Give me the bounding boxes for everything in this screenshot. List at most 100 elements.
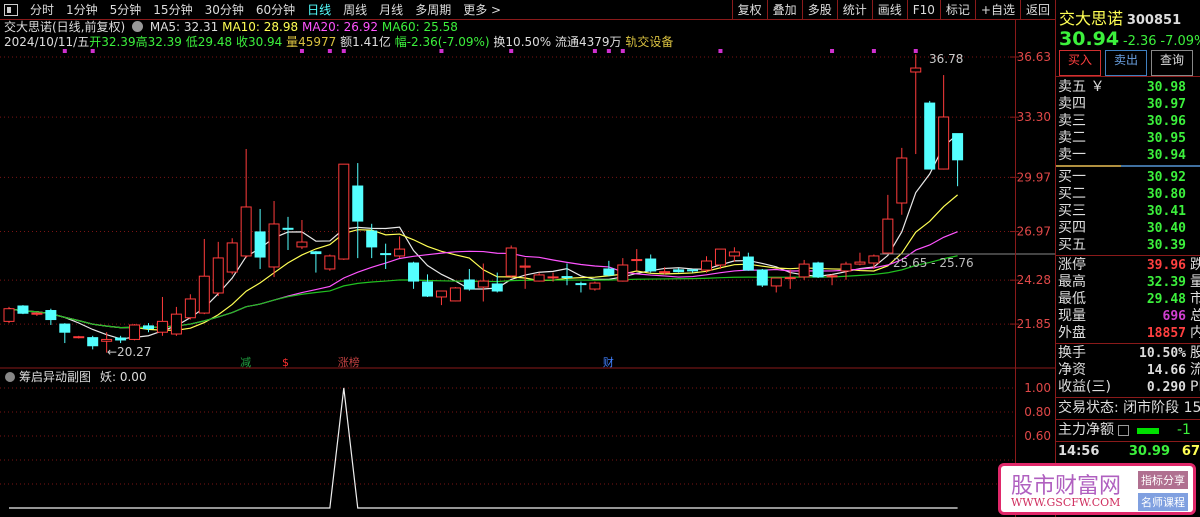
candle[interactable] [910,67,922,73]
candle[interactable] [435,290,447,298]
tab-period[interactable]: 5分钟 [109,3,142,17]
tab-period[interactable]: 月线 [379,3,404,17]
candle[interactable] [101,338,113,342]
candle[interactable] [659,271,671,274]
tool-button[interactable]: 标记 [939,0,975,20]
candle[interactable] [184,298,196,319]
tab-period[interactable]: 周线 [343,3,368,17]
candle[interactable] [589,282,601,290]
tool-button[interactable]: +自选 [974,0,1020,20]
candle[interactable] [477,280,489,288]
sector-link[interactable]: 轨交设备 [625,35,674,49]
tool-button[interactable]: 返回 [1019,0,1055,20]
candle[interactable] [310,251,322,255]
candle[interactable] [463,279,475,290]
candle[interactable] [129,324,141,340]
candle[interactable] [701,260,712,271]
candle[interactable] [896,157,908,204]
candle[interactable] [714,248,726,266]
candle[interactable] [924,102,936,170]
candle[interactable] [366,230,378,248]
candle[interactable] [17,305,29,314]
candle[interactable] [31,312,43,315]
tab-period[interactable]: 15分钟 [153,3,193,17]
candle[interactable] [268,223,280,268]
candle[interactable] [87,337,99,347]
candle[interactable] [59,323,71,333]
candle[interactable] [645,258,657,272]
settings-icon[interactable] [132,21,144,32]
signal-marker[interactable]: 减 [240,356,251,369]
tool-button[interactable]: 复权 [731,0,767,20]
tab-period[interactable]: 30分钟 [204,3,244,17]
candle[interactable] [533,274,545,282]
tool-button[interactable]: F10 [906,0,940,20]
signal-marker[interactable]: 财 [603,355,614,369]
candle[interactable] [868,255,880,264]
candle[interactable] [756,269,768,286]
candle[interactable] [156,320,168,333]
candle[interactable] [212,257,224,294]
candle[interactable] [296,241,308,248]
candle[interactable] [394,248,406,257]
tool-button[interactable]: 统计 [836,0,872,20]
candle[interactable] [728,251,740,257]
candle[interactable] [826,275,838,278]
buy-button[interactable]: 买入 [1059,50,1102,76]
candle[interactable] [575,283,587,286]
candle[interactable] [812,262,824,278]
candle[interactable] [226,242,238,273]
candle[interactable] [3,308,15,322]
candle[interactable] [254,231,266,258]
candle[interactable] [631,259,643,262]
candle[interactable] [854,261,866,265]
candle[interactable] [338,163,350,260]
candle[interactable] [770,277,782,287]
list-icon[interactable] [1118,425,1129,436]
candle[interactable] [45,310,57,321]
candle[interactable] [882,218,894,254]
candle[interactable] [352,185,364,222]
signal-marker[interactable]: 涨榜 [338,355,360,369]
tab-period[interactable]: 多周期 [415,3,452,17]
panel-toggle-icon[interactable] [4,3,18,16]
candle[interactable] [115,337,127,341]
candle[interactable] [617,264,629,282]
candle[interactable] [687,269,699,272]
candle[interactable] [798,263,810,278]
candle[interactable] [282,227,294,230]
candle[interactable] [561,276,573,279]
candle[interactable] [519,265,531,268]
tab-period[interactable]: 1分钟 [66,3,98,17]
candle[interactable] [742,256,754,271]
sell-button[interactable]: 卖出 [1105,50,1148,76]
candle[interactable] [952,133,964,161]
candle[interactable] [408,262,420,282]
candle[interactable] [422,281,433,297]
candle[interactable] [240,206,252,257]
tab-period[interactable]: 分时 [30,3,55,17]
candle[interactable] [380,253,392,256]
candle[interactable] [547,276,559,279]
candle[interactable] [143,325,154,330]
candle[interactable] [673,269,685,273]
candle[interactable] [491,283,503,292]
candle[interactable] [784,277,796,280]
candle[interactable] [449,287,461,302]
tool-button[interactable]: 叠加 [766,0,802,20]
candle[interactable] [170,313,182,335]
candle[interactable] [505,247,517,277]
candle[interactable] [603,268,615,276]
kline-chart[interactable]: 36.63 33.30 29.97 26.97 24.28 21.85 36.78 ←20.2… [0,20,1055,517]
tool-button[interactable]: 多股 [801,0,837,20]
signal-marker[interactable]: $ [282,356,289,369]
tab-period[interactable]: 60分钟 [255,3,296,17]
candle[interactable] [73,336,85,339]
candle[interactable] [840,263,852,272]
query-button[interactable]: 查询 [1151,50,1194,76]
candle[interactable] [938,116,950,170]
candle[interactable] [198,275,210,314]
tool-button[interactable]: 画线 [871,0,907,20]
candle[interactable] [324,255,336,270]
tab-period[interactable]: 日线 [307,3,332,17]
